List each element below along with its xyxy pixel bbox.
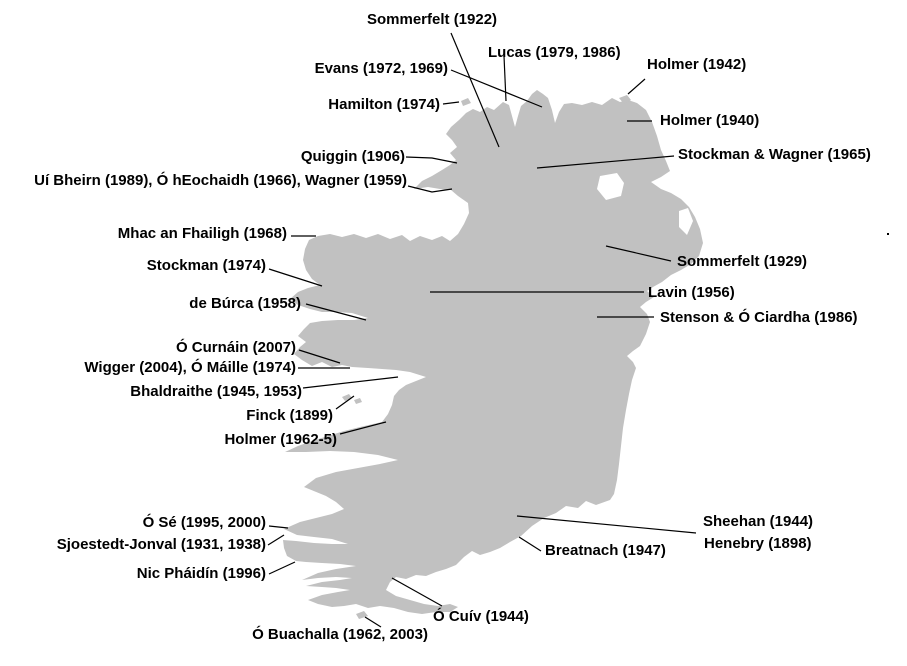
ireland-landmass [283, 90, 703, 614]
map-label-sommerfelt-1929: Sommerfelt (1929) [677, 253, 808, 270]
map-label-sheehan: Sheehan (1944) [703, 513, 814, 530]
map-label-breatnach: Breatnach (1947) [545, 542, 666, 559]
map-label-holmer-1940: Holmer (1940) [660, 112, 760, 129]
tory-island [461, 98, 471, 106]
map-label-holmer-1962: Holmer (1962-5) [224, 431, 337, 448]
leader-line-holmer-1942 [627, 78, 646, 95]
map-label-hamilton: Hamilton (1974) [328, 96, 440, 113]
leader-line-sommerfelt-1929 [605, 245, 672, 262]
map-label-stockman-1974: Stockman (1974) [146, 257, 266, 274]
map-label-o-cuiv: Ó Cuív (1944) [433, 608, 529, 625]
leader-line-hamilton [442, 101, 460, 105]
leader-line-sjoestedt [267, 534, 285, 546]
leader-line-o-curnain [298, 349, 341, 364]
leader-line-finck [335, 395, 355, 410]
map-label-sommerfelt-1922: Sommerfelt (1922) [367, 11, 498, 28]
map-label-evans: Evans (1972, 1969) [314, 60, 448, 77]
map-label-bhaldraithe: Bhaldraithe (1945, 1953) [130, 383, 302, 400]
leader-line-breatnach [518, 536, 542, 552]
aran-islands [354, 398, 362, 404]
leader-line-o-cuiv [391, 577, 443, 607]
leader-line-o-buachalla [364, 616, 382, 628]
strangford-lough [679, 208, 693, 235]
rathlin-island [619, 95, 631, 104]
map-label-stockman-wagner: Stockman & Wagner (1965) [678, 146, 871, 163]
leader-line-stockman-wagner [536, 155, 675, 169]
leader-line-sommerfelt-1922 [450, 32, 500, 148]
map-label-quiggin: Quiggin (1906) [300, 148, 405, 165]
map-label-stenson: Stenson & Ó Ciardha (1986) [660, 309, 858, 326]
map-label-o-curnain: Ó Curnáin (2007) [175, 339, 296, 356]
map-label-o-se: Ó Sé (1995, 2000) [142, 514, 266, 531]
map-label-holmer-1942: Holmer (1942) [647, 56, 747, 73]
leader-line-evans [450, 69, 543, 108]
leader-line-nic-phaidin [268, 561, 296, 575]
leader-line-de-burca [305, 303, 367, 321]
map-label-lavin: Lavin (1956) [648, 284, 735, 301]
map-label-nic-phaidin: Nic Pháidín (1996) [136, 565, 266, 582]
leader-line-stockman-1974 [268, 268, 323, 287]
map-label-de-burca: de Búrca (1958) [189, 295, 301, 312]
leader-line-ui-bheirn [407, 185, 453, 193]
leader-line-lucas [503, 55, 507, 102]
leader-line-o-se [268, 525, 289, 529]
stray-dot [887, 233, 889, 235]
map-label-ui-bheirn: Uí Bheirn (1989), Ó hEochaidh (1966), Wa… [34, 172, 407, 189]
aran-islands [342, 394, 352, 401]
map-label-henebry: Henebry (1898) [704, 535, 812, 552]
lough-neagh [597, 173, 624, 200]
leader-line-quiggin [405, 156, 458, 164]
map-label-wigger: Wigger (2004), Ó Máille (1974) [84, 359, 296, 376]
map-label-lucas: Lucas (1979, 1986) [488, 44, 621, 61]
leader-line-sheehan-henebry [516, 515, 697, 534]
map-label-o-buachalla: Ó Buachalla (1962, 2003) [252, 626, 428, 643]
map-label-mhac-an-fhailigh: Mhac an Fhailigh (1968) [117, 225, 287, 242]
map-label-finck: Finck (1899) [246, 407, 333, 424]
leader-line-bhaldraithe [302, 376, 399, 389]
map-label-sjoestedt: Sjoestedt-Jonval (1931, 1938) [56, 536, 266, 553]
leader-line-holmer-1962 [339, 421, 387, 435]
